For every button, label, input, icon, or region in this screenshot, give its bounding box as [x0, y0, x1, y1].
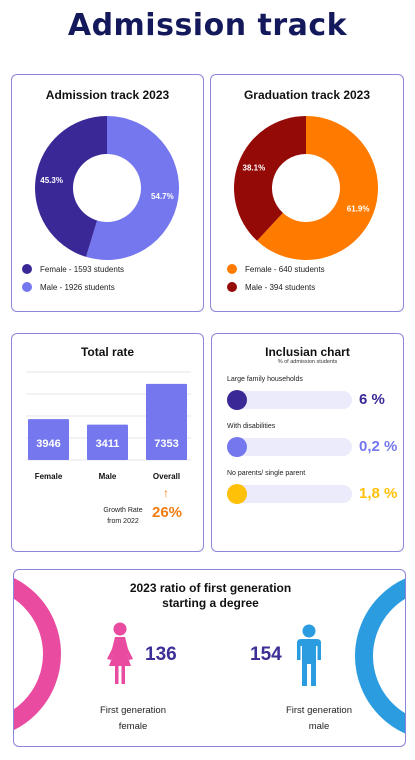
- graduation-legend-male-label: Male - 394 students: [245, 282, 316, 292]
- first-generation-title-line1: 2023 ratio of first generation: [129, 581, 292, 595]
- inclusion-row-1-dot: [227, 390, 247, 410]
- growth-arrow-icon: ↑: [163, 486, 169, 500]
- graduation-legend-female-label: Female - 640 students: [245, 264, 325, 274]
- inclusion-row-2-dot: [227, 437, 247, 457]
- inclusion-row-3-track: [227, 485, 352, 503]
- bar-category-male: Male: [99, 472, 117, 481]
- admission-card: Admission track 2023 54.7% 45.3% Female -…: [11, 74, 204, 312]
- graduation-donut: 61.9% 38.1%: [231, 113, 381, 263]
- admission-legend-male-swatch: [22, 282, 32, 292]
- admission-donut-svg: 54.7% 45.3%: [34, 116, 179, 260]
- inclusion-row-3-label: No parents/ single parent: [227, 470, 306, 477]
- admission-slice-female: [34, 116, 108, 257]
- female-ring-decoration: [14, 577, 61, 731]
- first-generation-female-label: First generation female: [78, 703, 188, 735]
- bar-female: [28, 419, 69, 460]
- admission-label-male: 54.7%: [151, 192, 174, 201]
- graduation-title: Graduation track 2023: [243, 88, 371, 102]
- admission-donut: 54.7% 45.3%: [32, 113, 182, 263]
- graduation-legend-male: Male - 394 students: [227, 282, 315, 292]
- graduation-slice-female: [257, 116, 378, 260]
- first-generation-card: 2023 ratio of first generation starting …: [13, 569, 406, 747]
- bar-overall: [146, 383, 187, 460]
- graduation-legend-male-swatch: [227, 282, 237, 292]
- admission-legend-male: Male - 1926 students: [22, 282, 115, 292]
- female-label-line1: First generation: [99, 705, 166, 716]
- male-person-icon: [297, 624, 321, 686]
- inclusion-row-2-track: [227, 438, 352, 456]
- first-generation-male-count: 154: [250, 644, 282, 665]
- admission-legend-female-swatch: [22, 264, 32, 274]
- growth-rate-label-line2: from 2022: [107, 518, 139, 525]
- inclusion-row-1-value: 6 %: [359, 391, 385, 408]
- inclusion-title: Inclusian chart: [265, 345, 350, 359]
- male-label-line2: male: [308, 721, 330, 732]
- growth-rate-value: 26%: [152, 504, 183, 521]
- admission-legend-male-label: Male - 1926 students: [40, 282, 115, 292]
- bar-male: [87, 424, 128, 460]
- inclusion-subtitle: % of admission students: [277, 359, 338, 365]
- admission-legend-female: Female - 1593 students: [22, 264, 124, 274]
- total-rate-title: Total rate: [80, 345, 135, 359]
- admission-legend-female-label: Female - 1593 students: [40, 264, 125, 274]
- inclusion-row-1-track: [227, 391, 352, 409]
- bar-category-overall: Overall: [153, 472, 180, 481]
- graduation-card: Graduation track 2023 61.9% 38.1% Female …: [210, 74, 404, 312]
- total-rate-bar-chart: 3946 Female 3411 Male 7353 Overall: [26, 371, 191, 481]
- first-generation-male-label: First generation male: [264, 703, 374, 735]
- admission-slice-male: [86, 116, 179, 260]
- inclusion-card: Inclusian chart % of admission students …: [211, 333, 404, 552]
- graduation-legend-female-swatch: [227, 264, 237, 274]
- inclusion-row-3-dot: [227, 484, 247, 504]
- inclusion-row-3-value: 1,8 %: [359, 485, 398, 502]
- page-title: Admission track: [67, 8, 348, 43]
- graduation-label-female: 61.9%: [347, 204, 370, 213]
- female-person-icon: [107, 622, 133, 684]
- graduation-label-male: 38.1%: [243, 164, 266, 173]
- bar-value-overall: 7353: [154, 438, 178, 450]
- graduation-donut-svg: 61.9% 38.1%: [234, 116, 378, 260]
- inclusion-row-2-value: 0,2 %: [359, 438, 398, 455]
- admission-title: Admission track 2023: [45, 88, 170, 102]
- female-label-line2: female: [118, 721, 148, 732]
- male-label-line1: First generation: [285, 705, 352, 716]
- total-rate-card: Total rate 3946 Female 3411 Male 7353 Overall…: [11, 333, 204, 552]
- growth-rate-label-line1: Growth Rate: [103, 507, 143, 514]
- inclusion-row-1-label: Large family households: [227, 376, 303, 383]
- male-ring-decoration: [355, 578, 405, 734]
- bar-category-female: Female: [35, 472, 63, 481]
- bar-value-male: 3411: [96, 438, 120, 450]
- first-generation-female-count: 136: [145, 644, 177, 665]
- growth-rate-label: Growth Rate from 2022: [92, 505, 154, 527]
- graduation-slice-male: [234, 116, 306, 241]
- first-generation-title-line2: starting a degree: [162, 596, 259, 610]
- admission-label-female: 45.3%: [40, 176, 63, 185]
- graduation-legend-female: Female - 640 students: [227, 264, 325, 274]
- first-generation-title: 2023 ratio of first generation starting …: [14, 581, 405, 611]
- inclusion-row-2-label: With disabilities: [227, 423, 276, 430]
- bar-value-female: 3946: [36, 438, 60, 450]
